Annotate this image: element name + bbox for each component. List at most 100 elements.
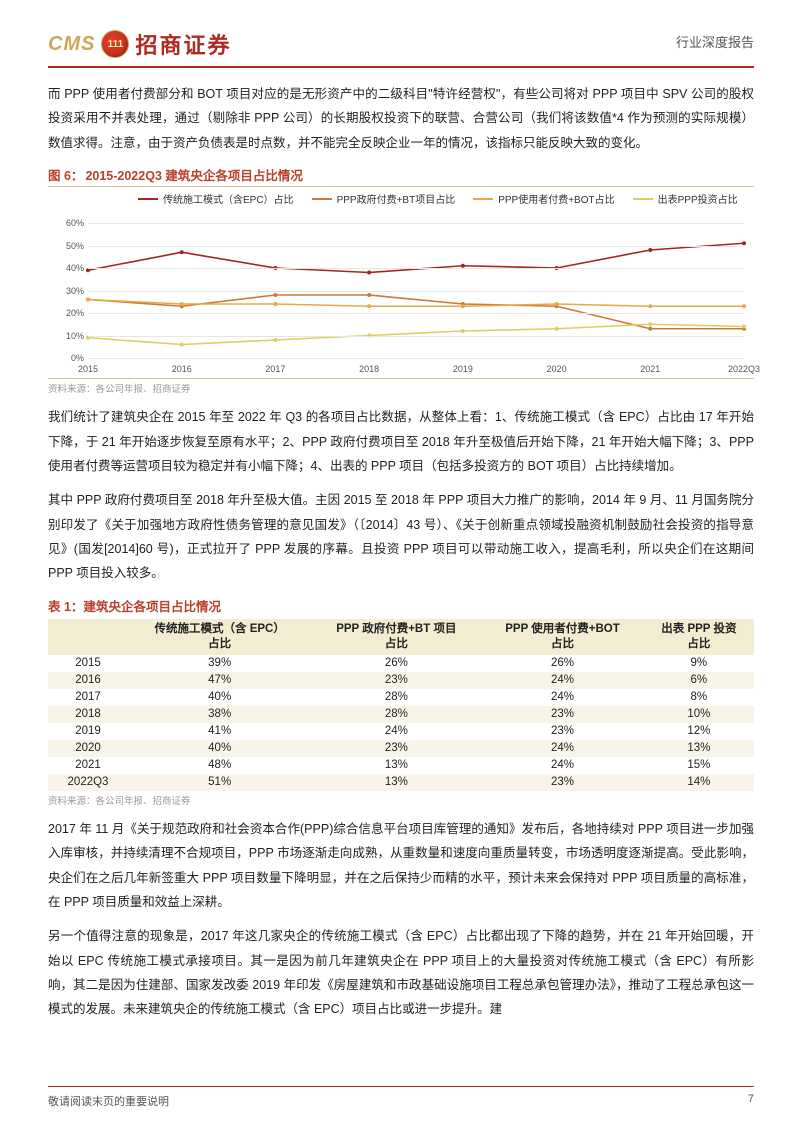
- table-year-cell: 2016: [48, 672, 128, 689]
- x-axis-label: 2016: [172, 364, 192, 374]
- legend-swatch: [138, 198, 158, 200]
- table-row: 202040%23%24%13%: [48, 740, 754, 757]
- legend-item: 出表PPP投资占比: [633, 191, 738, 206]
- y-axis-label: 20%: [48, 308, 84, 318]
- figure-top-rule: [48, 186, 754, 187]
- y-axis-label: 30%: [48, 286, 84, 296]
- table-body: 201539%26%26%9%201647%23%24%6%201740%28%…: [48, 655, 754, 791]
- chart-data-point: [273, 338, 277, 342]
- table-value-cell: 51%: [128, 774, 311, 791]
- figure-bottom-rule: [48, 378, 754, 379]
- mid-paragraph-1: 我们统计了建筑央企在 2015 年至 2022 年 Q3 的各项目占比数据，从整…: [48, 405, 754, 478]
- table-column-header: 出表 PPP 投资占比: [644, 619, 754, 655]
- table-value-cell: 28%: [311, 706, 481, 723]
- document-type: 行业深度报告: [676, 32, 754, 51]
- figure-source: 资料来源：各公司年报、招商证券: [48, 381, 754, 395]
- chart-data-point: [648, 304, 652, 308]
- figure-title: 图 6：2015-2022Q3 建筑央企各项目占比情况: [48, 165, 754, 184]
- chart-data-point: [555, 327, 559, 331]
- line-chart: 传统施工模式（含EPC）占比PPP政府付费+BT项目占比PPP使用者付费+BOT…: [48, 191, 754, 376]
- table-row: 201838%28%23%10%: [48, 706, 754, 723]
- after-table-paragraph-1: 2017 年 11 月《关于规范政府和社会资本合作(PPP)综合信息平台项目库管…: [48, 817, 754, 915]
- table-row: 202148%13%24%15%: [48, 757, 754, 774]
- table-source: 资料来源：各公司年报、招商证券: [48, 793, 754, 807]
- x-axis-label: 2021: [640, 364, 660, 374]
- x-axis-label: 2022Q3: [728, 364, 760, 374]
- chart-data-point: [461, 329, 465, 333]
- table-value-cell: 23%: [311, 672, 481, 689]
- table-label: 表 1：: [48, 600, 83, 614]
- table-column-header: PPP 政府付费+BT 项目占比: [311, 619, 481, 655]
- table-value-cell: 23%: [481, 723, 643, 740]
- chart-data-point: [555, 302, 559, 306]
- table-value-cell: 24%: [481, 740, 643, 757]
- table-value-cell: 13%: [311, 757, 481, 774]
- y-axis-label: 10%: [48, 331, 84, 341]
- x-axis-label: 2017: [265, 364, 285, 374]
- y-axis-label: 60%: [48, 218, 84, 228]
- chart-data-point: [367, 304, 371, 308]
- chart-data-point: [180, 302, 184, 306]
- x-axis-label: 2019: [453, 364, 473, 374]
- table-year-cell: 2018: [48, 706, 128, 723]
- legend-swatch: [473, 198, 493, 200]
- table-value-cell: 38%: [128, 706, 311, 723]
- table-column-header: [48, 619, 128, 655]
- x-axis-label: 2020: [547, 364, 567, 374]
- table-value-cell: 26%: [481, 655, 643, 672]
- table-year-cell: 2017: [48, 689, 128, 706]
- table-value-cell: 14%: [644, 774, 754, 791]
- legend-label: 传统施工模式（含EPC）占比: [163, 191, 294, 206]
- table-column-header: 传统施工模式（含 EPC）占比: [128, 619, 311, 655]
- table-year-cell: 2022Q3: [48, 774, 128, 791]
- gridline: [88, 336, 744, 337]
- table-year-cell: 2020: [48, 740, 128, 757]
- table-row: 201941%24%23%12%: [48, 723, 754, 740]
- table-value-cell: 6%: [644, 672, 754, 689]
- chart-data-point: [180, 343, 184, 347]
- table-title: 表 1：建筑央企各项目占比情况: [48, 596, 754, 615]
- intro-paragraph: 而 PPP 使用者付费部分和 BOT 项目对应的是无形资产中的二级科目"特许经营…: [48, 82, 754, 155]
- chart-data-point: [367, 293, 371, 297]
- page-header: CMS 111 招商证券 行业深度报告: [48, 28, 754, 60]
- table-value-cell: 13%: [644, 740, 754, 757]
- table-value-cell: 24%: [481, 757, 643, 774]
- gridline: [88, 358, 744, 359]
- table-value-cell: 48%: [128, 757, 311, 774]
- y-axis-label: 40%: [48, 263, 84, 273]
- chart-data-point: [273, 293, 277, 297]
- x-axis-label: 2018: [359, 364, 379, 374]
- footer-rule: [48, 1086, 754, 1087]
- table-year-cell: 2021: [48, 757, 128, 774]
- table-value-cell: 41%: [128, 723, 311, 740]
- after-table-paragraph-2: 另一个值得注意的现象是，2017 年这几家央企的传统施工模式（含 EPC）占比都…: [48, 924, 754, 1022]
- table-value-cell: 40%: [128, 740, 311, 757]
- figure-label: 图 6：: [48, 169, 83, 183]
- gridline: [88, 223, 744, 224]
- chart-data-point: [648, 322, 652, 326]
- chart-data-point: [367, 271, 371, 275]
- table-value-cell: 9%: [644, 655, 754, 672]
- table-value-cell: 23%: [311, 740, 481, 757]
- table-header-row: 传统施工模式（含 EPC）占比PPP 政府付费+BT 项目占比PPP 使用者付费…: [48, 619, 754, 655]
- table-value-cell: 13%: [311, 774, 481, 791]
- table-value-cell: 24%: [481, 672, 643, 689]
- footer-disclaimer: 敬请阅读末页的重要说明: [48, 1093, 169, 1109]
- table-value-cell: 10%: [644, 706, 754, 723]
- logo-chinese: 招商证券: [135, 28, 231, 60]
- table-value-cell: 23%: [481, 706, 643, 723]
- logo-cms-text: CMS: [48, 33, 95, 56]
- mid-paragraph-2: 其中 PPP 政府付费项目至 2018 年升至极大值。主因 2015 至 201…: [48, 488, 754, 586]
- table-column-header: PPP 使用者付费+BOT占比: [481, 619, 643, 655]
- header-rule: [48, 66, 754, 68]
- legend-label: 出表PPP投资占比: [658, 191, 738, 206]
- chart-data-point: [648, 248, 652, 252]
- chart-data-point: [273, 302, 277, 306]
- figure-title-text: 2015-2022Q3 建筑央企各项目占比情况: [85, 169, 302, 183]
- legend-item: PPP政府付费+BT项目占比: [312, 191, 456, 206]
- table-value-cell: 24%: [311, 723, 481, 740]
- table-year-cell: 2015: [48, 655, 128, 672]
- logo-block: CMS 111 招商证券: [48, 28, 231, 60]
- legend-label: PPP政府付费+BT项目占比: [337, 191, 456, 206]
- x-axis-label: 2015: [78, 364, 98, 374]
